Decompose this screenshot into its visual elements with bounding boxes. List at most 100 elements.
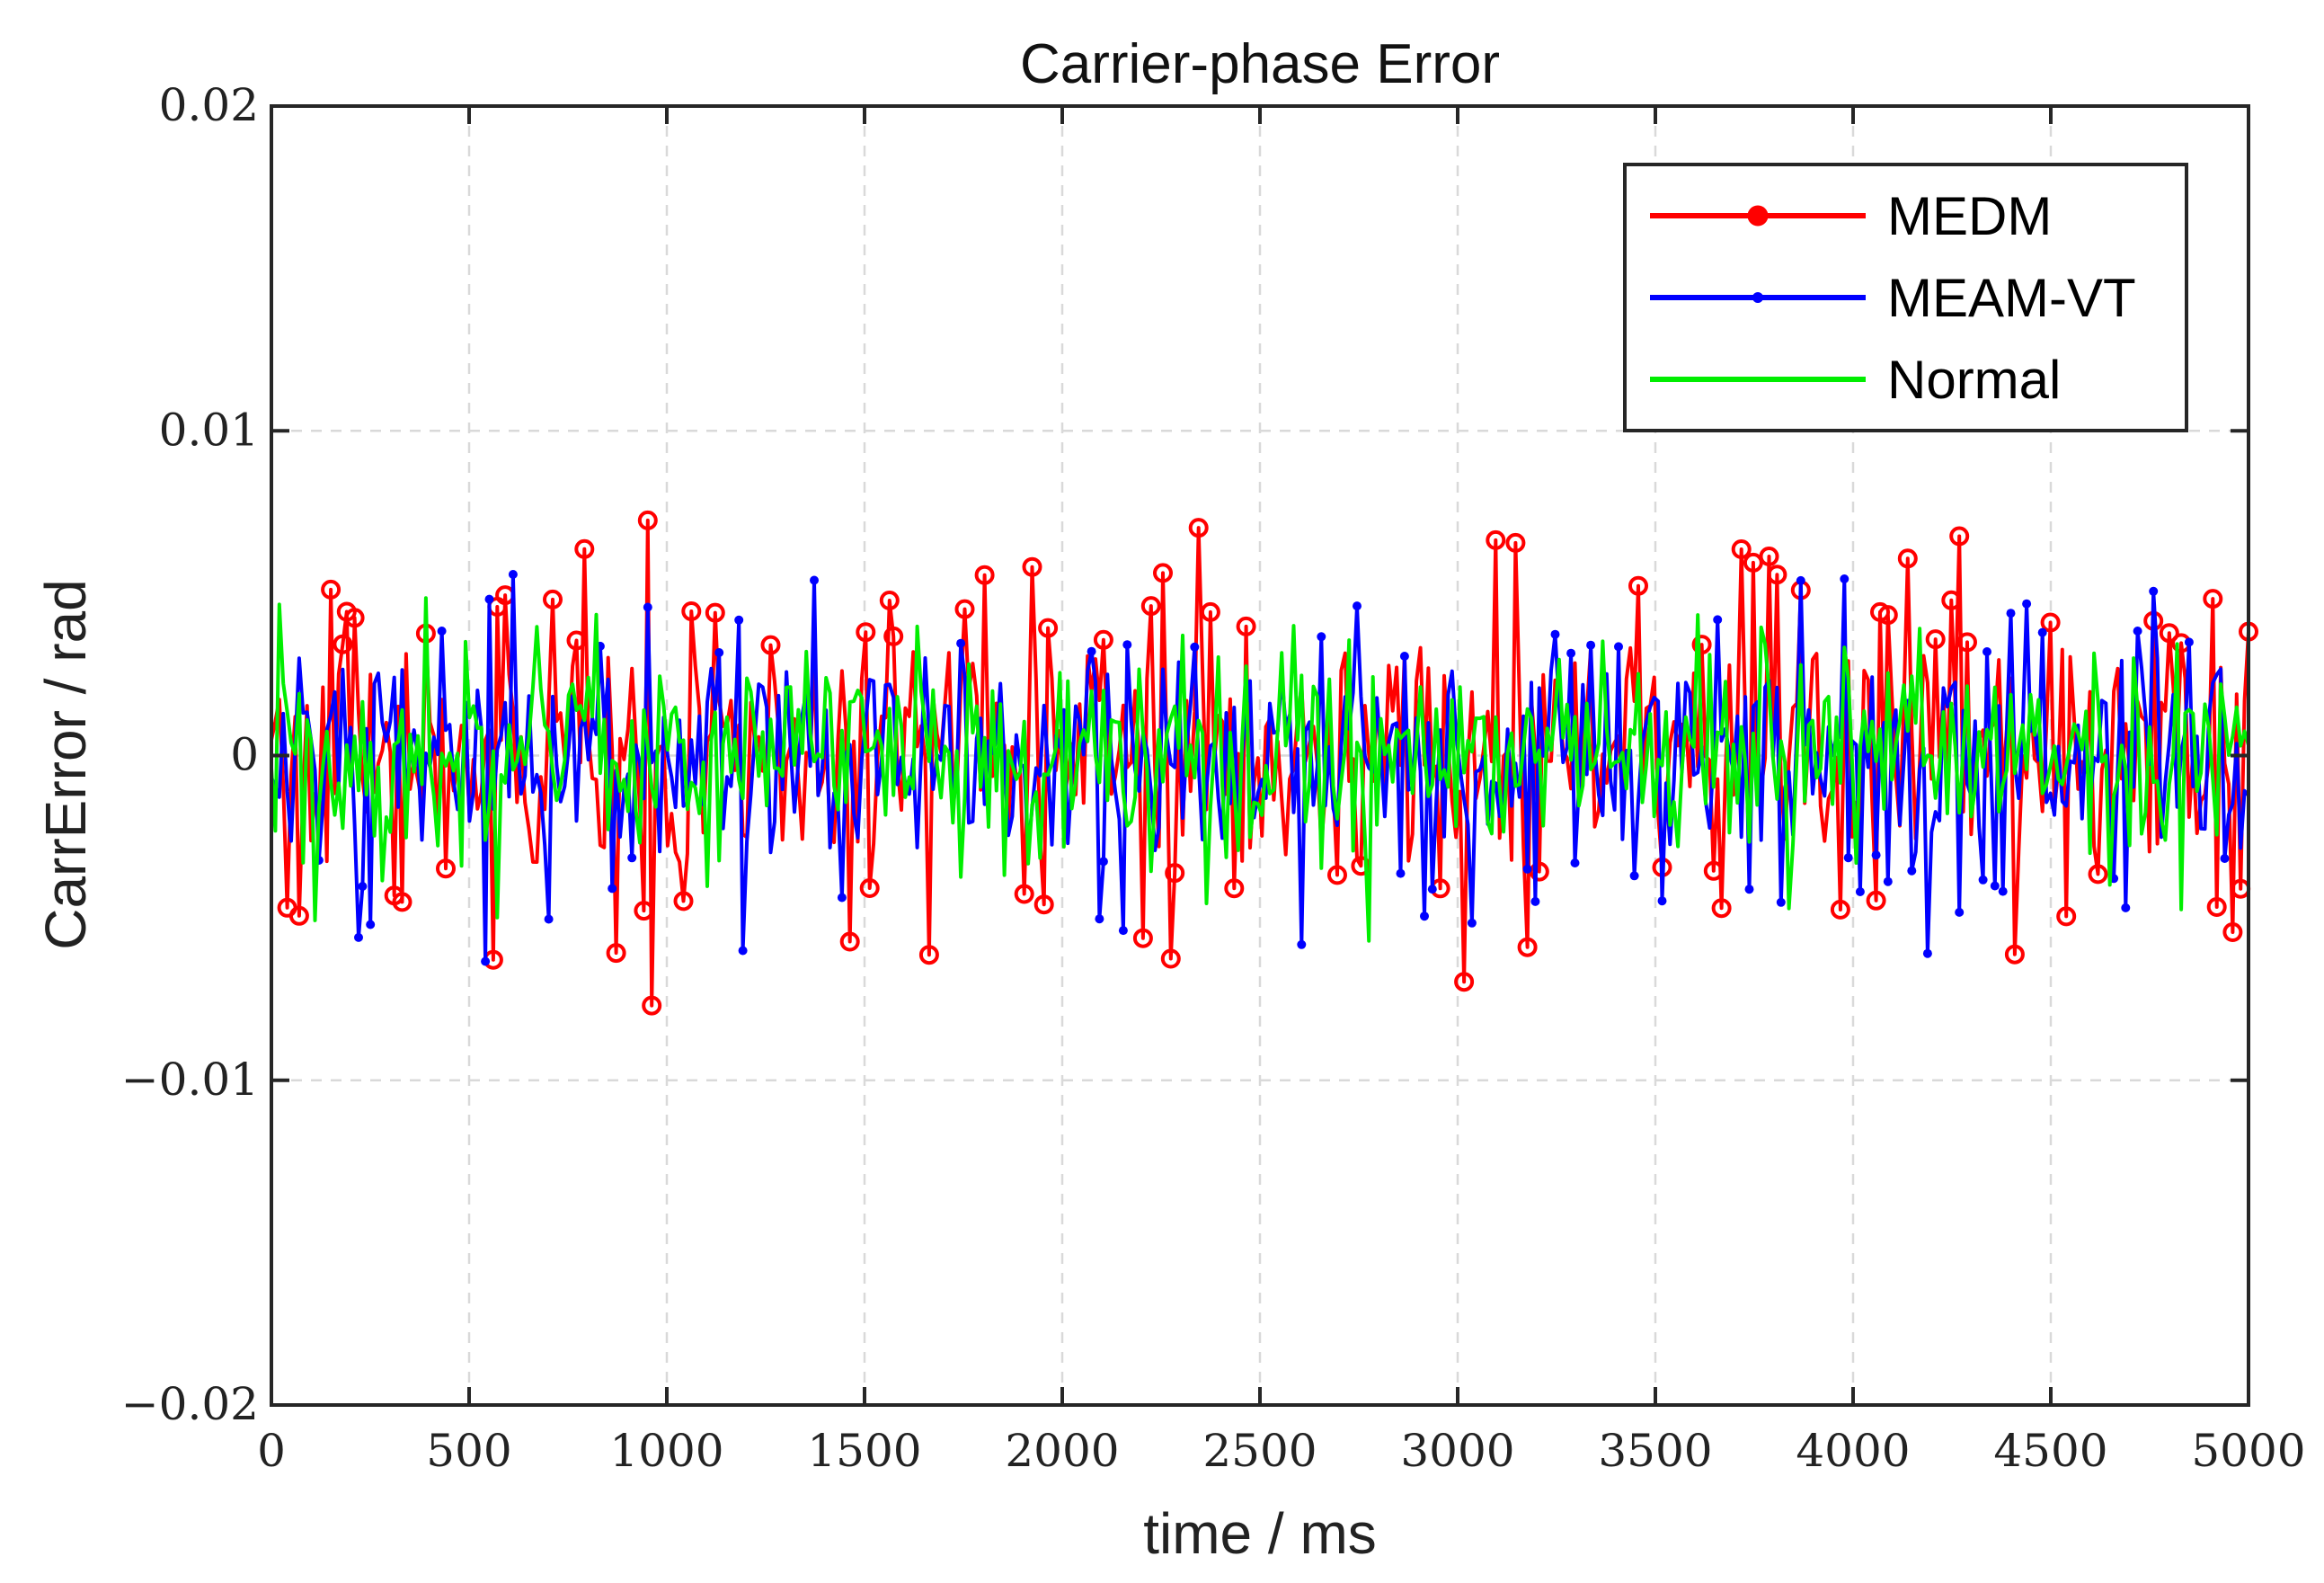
data-point <box>1190 642 1200 652</box>
legend-label: MEDM <box>1887 186 2052 246</box>
data-point <box>1327 865 1347 885</box>
data-point <box>2206 897 2227 917</box>
data-point <box>1657 896 1667 906</box>
data-point <box>1767 565 1787 585</box>
data-point <box>734 615 744 625</box>
data-point <box>2040 612 2061 633</box>
data-point <box>714 648 724 657</box>
data-point <box>810 575 819 585</box>
data-point <box>856 622 876 643</box>
x-tick-label: 4500 <box>1993 1425 2107 1477</box>
data-point <box>1907 866 1917 876</box>
data-point <box>627 853 637 863</box>
data-point <box>606 943 626 964</box>
data-point <box>1486 529 1506 550</box>
data-point <box>1941 590 1962 610</box>
data-point <box>1160 948 1181 969</box>
data-point <box>642 995 662 1016</box>
data-point <box>1759 547 1779 566</box>
data-point <box>1957 632 1977 653</box>
data-point <box>2088 864 2108 885</box>
data-point <box>956 638 966 648</box>
data-point <box>544 914 554 924</box>
data-point <box>1955 907 1965 917</box>
chart-title: Carrier-phase Error <box>1020 33 1500 95</box>
data-point <box>1629 871 1639 881</box>
data-point <box>1843 853 1853 863</box>
data-point <box>481 956 491 966</box>
data-point <box>1014 884 1034 904</box>
data-point <box>1529 861 1549 882</box>
series-normal <box>270 596 2250 943</box>
data-point <box>1522 864 1532 874</box>
legend-label: MEAM-VT <box>1887 268 2136 328</box>
data-point <box>1796 575 1805 585</box>
data-point <box>1866 890 1886 911</box>
data-point <box>673 891 694 912</box>
y-axis-label: CarrError / rad <box>33 579 98 950</box>
data-point <box>2004 944 2025 965</box>
data-point <box>1713 615 1723 625</box>
data-point <box>608 884 617 894</box>
data-point <box>1317 632 1326 642</box>
data-point <box>2222 922 2243 942</box>
data-point <box>1776 897 1786 907</box>
data-point <box>2121 903 2131 912</box>
data-point <box>1628 575 1648 596</box>
x-ticks: 0 500 1000 1500 2000 2500 3000 3500 4000 4500 5000 <box>257 106 2306 1477</box>
data-point <box>1517 937 1538 957</box>
data-point <box>1396 868 1406 878</box>
data-point <box>1731 539 1752 559</box>
series-layer <box>270 510 2258 1016</box>
legend: MEDM MEAM-VT Normal <box>1623 163 2188 432</box>
series-medm <box>270 510 2258 1016</box>
data-point <box>366 920 376 929</box>
data-point <box>1427 885 1437 894</box>
data-point <box>738 946 748 956</box>
data-point <box>1098 857 1108 867</box>
data-point <box>2184 637 2194 647</box>
y-tick-label: 0.01 <box>159 404 259 456</box>
data-point <box>1691 635 1712 655</box>
x-axis-label: time / ms <box>1143 1501 1377 1566</box>
data-point <box>1122 640 1132 650</box>
data-point <box>1830 899 1850 920</box>
data-point <box>1022 556 1042 577</box>
data-point <box>634 901 654 921</box>
x-tick-label: 500 <box>426 1425 511 1477</box>
data-point <box>1399 652 1409 661</box>
x-tick-label: 2500 <box>1202 1425 1317 1477</box>
data-point <box>2159 623 2179 644</box>
data-point <box>1744 885 1754 894</box>
data-point <box>321 579 342 600</box>
data-point <box>1703 860 1724 881</box>
data-point <box>2006 609 2016 618</box>
data-point <box>566 630 587 651</box>
data-point <box>1925 629 1946 650</box>
data-point <box>1922 948 1932 958</box>
y-tick-label: 0.02 <box>159 79 259 131</box>
x-tick-label: 4000 <box>1796 1425 1910 1477</box>
x-tick-label: 0 <box>257 1425 286 1477</box>
data-point <box>508 570 518 579</box>
data-point <box>879 591 900 610</box>
data-point <box>1978 875 1988 885</box>
data-point <box>392 892 412 912</box>
data-point <box>705 602 725 623</box>
data-point <box>1093 629 1113 650</box>
x-tick-label: 3000 <box>1400 1425 1514 1477</box>
data-point <box>2022 599 2032 609</box>
data-point <box>354 932 363 942</box>
x-tick-label: 3500 <box>1598 1425 1712 1477</box>
data-point <box>1224 878 1245 899</box>
data-point <box>1038 618 1059 638</box>
data-point <box>1454 972 1475 992</box>
data-point <box>1236 616 1256 636</box>
data-point <box>436 858 456 879</box>
data-point <box>2149 586 2159 596</box>
data-point <box>637 510 658 530</box>
data-point <box>1297 939 1307 949</box>
legend-item: MEDM <box>1650 186 2052 246</box>
x-tick-label: 2000 <box>1005 1425 1119 1477</box>
